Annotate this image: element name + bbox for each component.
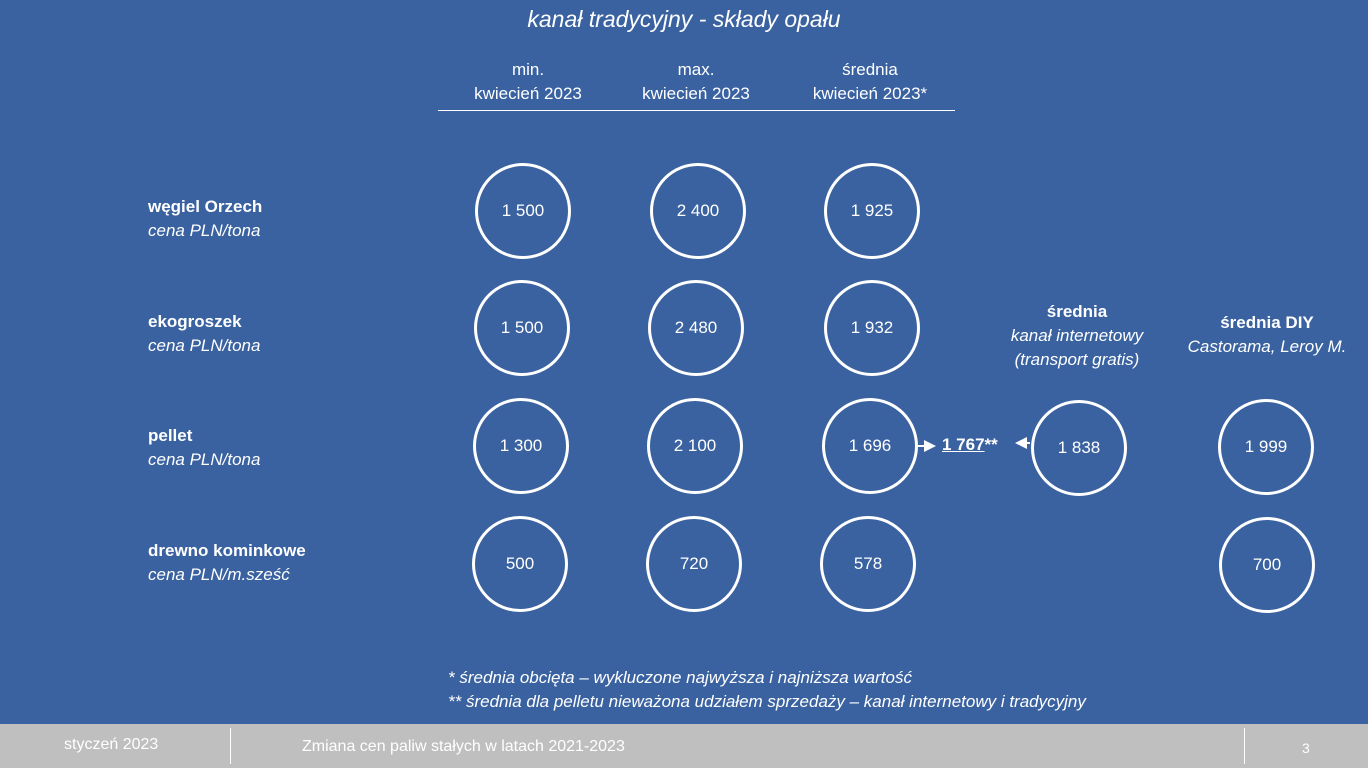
row-unit: cena PLN/m.sześć <box>148 565 290 584</box>
combined-value: 1 767 <box>942 435 985 454</box>
price-circle-ekogroszek-avg: 1 932 <box>824 280 920 376</box>
price-circle-pellet-internet: 1 838 <box>1031 400 1127 496</box>
footer-divider <box>230 728 231 764</box>
price-circle-wegiel-min: 1 500 <box>475 163 571 259</box>
footnote: * średnia obcięta – wykluczone najwyższa… <box>448 668 912 687</box>
column-header-line: kwiecień 2023 <box>642 84 750 103</box>
internet-line3: (transport gratis) <box>1014 350 1140 369</box>
row-unit: cena PLN/tona <box>148 221 261 240</box>
internet-line2: kanał internetowy <box>1010 326 1144 345</box>
row-name: pellet <box>148 426 193 445</box>
footnotes: * średnia obcięta – wykluczone najwyższa… <box>448 666 1086 714</box>
footer-subtitle: Zmiana cen paliw stałych w latach 2021-2… <box>302 738 625 755</box>
row-label-ekogroszek: ekogroszek cena PLN/tona <box>148 310 260 358</box>
price-circle-drewno-max: 720 <box>646 516 742 612</box>
column-header-line: kwiecień 2023* <box>812 84 928 103</box>
combined-suffix: ** <box>984 435 998 454</box>
diy-label: średnia DIY <box>1220 313 1314 332</box>
internet-label: średnia <box>1046 302 1108 321</box>
column-header-line: kwiecień 2023 <box>474 84 582 103</box>
slide-title: kanał tradycyjny - składy opału <box>527 6 841 32</box>
row-unit: cena PLN/tona <box>148 450 261 469</box>
price-circle-drewno-min: 500 <box>472 516 568 612</box>
column-header-avg: średnia kwiecień 2023* <box>770 58 970 106</box>
footnote: ** średnia dla pelletu nieważona udziałe… <box>448 692 1086 711</box>
column-header-line: średnia <box>842 60 898 79</box>
price-circle-wegiel-max: 2 400 <box>650 163 746 259</box>
header-divider <box>438 110 955 111</box>
column-header-line: min. <box>511 60 545 79</box>
combined-pellet-average: 1 767** <box>942 435 998 455</box>
column-header-line: max. <box>677 60 715 79</box>
price-circle-drewno-diy: 700 <box>1219 517 1315 613</box>
row-label-wegiel: węgiel Orzech cena PLN/tona <box>148 195 262 243</box>
price-circle-ekogroszek-min: 1 500 <box>474 280 570 376</box>
row-name: ekogroszek <box>148 312 242 331</box>
row-name: drewno kominkowe <box>148 541 306 560</box>
diy-header: średnia DIY Castorama, Leroy M. <box>1147 311 1368 359</box>
row-label-drewno: drewno kominkowe cena PLN/m.sześć <box>148 539 306 587</box>
price-circle-pellet-diy: 1 999 <box>1218 399 1314 495</box>
internet-channel-header: średnia kanał internetowy (transport gra… <box>957 300 1197 372</box>
footer-divider <box>1244 728 1245 764</box>
price-circle-pellet-avg: 1 696 <box>822 398 918 494</box>
price-circle-pellet-min: 1 300 <box>473 398 569 494</box>
row-unit: cena PLN/tona <box>148 336 261 355</box>
column-header-max: max. kwiecień 2023 <box>596 58 796 106</box>
price-circle-pellet-max: 2 100 <box>647 398 743 494</box>
diy-line2: Castorama, Leroy M. <box>1187 337 1347 356</box>
footer-bar: styczeń 2023 Zmiana cen paliw stałych w … <box>0 724 1368 768</box>
price-circle-ekogroszek-max: 2 480 <box>648 280 744 376</box>
price-circle-wegiel-avg: 1 925 <box>824 163 920 259</box>
row-name: węgiel Orzech <box>148 197 263 216</box>
page-number: 3 <box>1302 740 1310 756</box>
footer-date: styczeń 2023 <box>64 736 159 753</box>
column-header-min: min. kwiecień 2023 <box>428 58 628 106</box>
row-label-pellet: pellet cena PLN/tona <box>148 424 260 472</box>
price-circle-drewno-avg: 578 <box>820 516 916 612</box>
